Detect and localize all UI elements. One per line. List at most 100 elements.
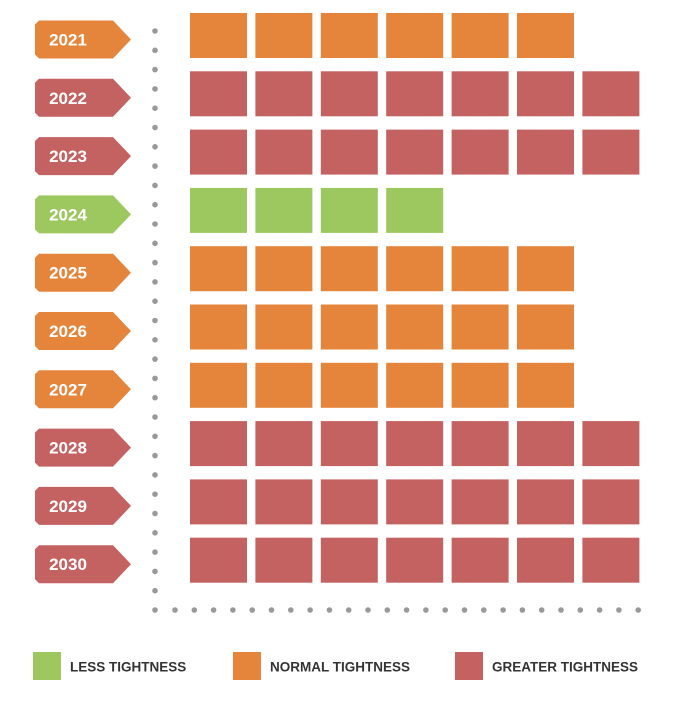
bar-block-2022-1 — [190, 71, 247, 117]
axis-dot — [326, 607, 333, 613]
year-label-2022: 2022 — [49, 89, 87, 108]
axis-dot — [442, 607, 449, 613]
axis-dot — [423, 607, 429, 613]
bar-block-2028-5 — [451, 421, 509, 467]
legend-swatch-normal — [233, 652, 261, 680]
axis-dot — [152, 144, 158, 150]
year-tag-2027 — [35, 370, 131, 409]
bar-block-2022-6 — [517, 71, 574, 117]
axis-dot — [519, 607, 526, 613]
bar-block-2026-4 — [386, 304, 444, 350]
bar-block-2024-3 — [320, 187, 378, 233]
bar-block-2030-5 — [451, 537, 509, 583]
axis-dot — [152, 607, 158, 613]
axis-dot — [152, 414, 158, 420]
year-label-2029: 2029 — [49, 497, 87, 516]
axis-dot — [152, 279, 158, 285]
axis-dot — [558, 607, 564, 613]
axis-dot — [152, 28, 158, 34]
bar-block-2028-1 — [190, 421, 247, 467]
bar-block-2025-5 — [451, 246, 509, 292]
axis-dot — [152, 47, 158, 54]
bar-block-2021-3 — [320, 13, 378, 58]
year-tag-2028 — [35, 428, 131, 467]
bar-block-2022-3 — [320, 71, 378, 117]
axis-dot — [616, 607, 622, 613]
bar-block-2021-1 — [190, 13, 247, 58]
axis-dot — [152, 105, 158, 111]
axis-dot — [152, 317, 158, 324]
axis-dot — [538, 607, 545, 613]
axis-dot — [230, 607, 236, 613]
bar-block-2030-7 — [582, 537, 640, 583]
axis-dot — [152, 201, 158, 208]
bar-block-2021-5 — [451, 13, 509, 58]
bar-block-2024-1 — [190, 187, 247, 233]
axis-dot — [152, 394, 158, 401]
bar-block-2029-2 — [255, 479, 313, 525]
bar-block-2027-3 — [320, 362, 378, 408]
axis-dot — [172, 607, 178, 613]
bar-block-2025-4 — [386, 246, 444, 292]
bar-block-2028-6 — [517, 421, 574, 467]
axis-dot — [152, 124, 158, 131]
bar-block-2026-1 — [190, 304, 247, 350]
axis-dot — [210, 607, 217, 613]
legend-swatch-less — [33, 652, 61, 680]
bar-block-2029-3 — [320, 479, 378, 525]
year-label-2024: 2024 — [49, 205, 87, 224]
bar-block-2029-5 — [451, 479, 509, 525]
axis-dot — [152, 568, 158, 575]
axis-dot — [500, 607, 506, 613]
bar-block-2030-4 — [386, 537, 444, 583]
axis-dot — [307, 607, 313, 613]
bar-block-2027-2 — [255, 362, 313, 408]
bar-block-2024-4 — [386, 187, 444, 233]
axis-dot — [152, 240, 158, 247]
bar-block-2030-6 — [517, 537, 574, 583]
legend-label-less: LESS TIGHTNESS — [70, 660, 186, 675]
legend-swatch-greater — [455, 652, 483, 680]
bar-block-2021-2 — [255, 13, 313, 58]
bar-block-2027-1 — [190, 362, 247, 408]
axis-dot — [152, 549, 158, 555]
axis-dot — [577, 607, 584, 613]
year-tag-2023 — [35, 137, 131, 176]
year-tag-2022 — [35, 78, 131, 117]
axis-dot — [152, 491, 158, 498]
bar-block-2025-1 — [190, 246, 247, 292]
axis-dot — [152, 356, 158, 362]
year-label-2027: 2027 — [49, 380, 87, 399]
bar-block-2027-4 — [386, 362, 444, 408]
year-label-2026: 2026 — [49, 322, 87, 341]
bar-block-2030-3 — [320, 537, 378, 583]
axis-dot — [152, 510, 158, 517]
axis-dot — [288, 607, 294, 613]
axis-dot — [152, 587, 158, 594]
bar-block-2030-2 — [255, 537, 313, 583]
bar-block-2026-3 — [320, 304, 378, 350]
bar-block-2023-3 — [320, 129, 378, 175]
axis-dot — [152, 472, 158, 478]
axis-dot — [152, 452, 158, 459]
bar-block-2025-2 — [255, 246, 313, 292]
year-tag-2029 — [35, 486, 131, 525]
bar-block-2023-1 — [190, 129, 247, 175]
bar-block-2022-5 — [451, 71, 509, 117]
bar-block-2026-2 — [255, 304, 313, 350]
bar-block-2028-4 — [386, 421, 444, 467]
axis-dot — [152, 298, 158, 305]
bar-block-2023-7 — [582, 129, 640, 175]
axis-dot — [152, 530, 158, 536]
axis-dot — [365, 607, 371, 613]
bar-block-2029-7 — [582, 479, 640, 525]
bar-block-2021-4 — [386, 13, 444, 58]
axis-dot — [152, 221, 158, 227]
bar-block-2025-3 — [320, 246, 378, 292]
bar-block-2022-2 — [255, 71, 313, 117]
bar-block-2030-1 — [190, 537, 247, 583]
axis-dot — [268, 607, 275, 613]
bar-block-2023-4 — [386, 129, 444, 175]
bar-block-2027-6 — [517, 362, 574, 408]
